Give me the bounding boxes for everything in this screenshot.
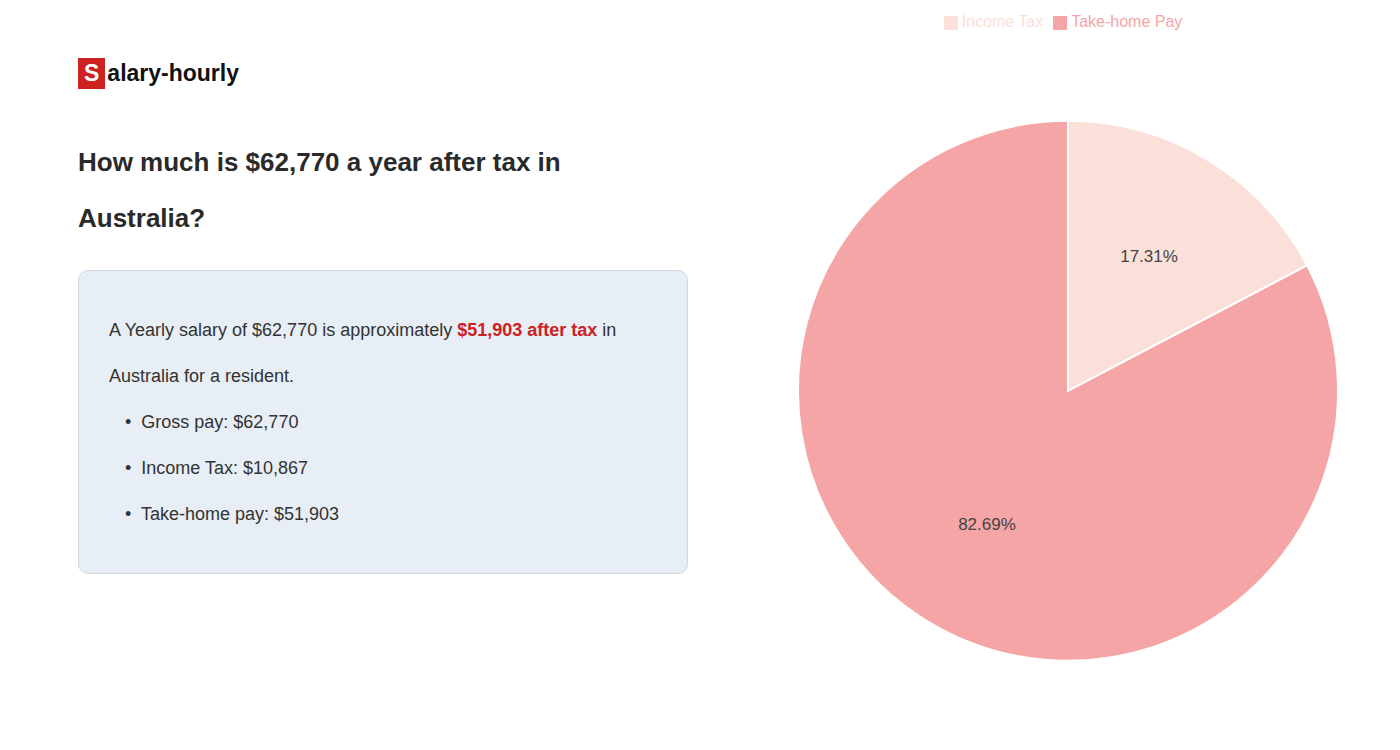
html-text:• Take-home pay: $51,903: • Take-home pay: $51,903 <box>125 504 340 524</box>
html-text:How much is $62,770 a year aft: How much is $62,770 a year after tax in <box>78 147 561 177</box>
svg-text:82.69%: 82.69% <box>958 515 1016 534</box>
html-text:S alary-hourly: S alary-hourly <box>84 60 239 86</box>
html-text:A Yearly salary of $62,770 is: A Yearly salary of $62,770 is approximat… <box>109 320 617 340</box>
html-text:• Gross pay: $62,770: • Gross pay: $62,770 <box>125 412 299 432</box>
html-text:Australia for a resident.: Australia for a resident. <box>109 366 295 386</box>
html-text:Australia?: Australia? <box>78 203 206 233</box>
html-text:• Income Tax: $10,867: • Income Tax: $10,867 <box>125 458 309 478</box>
html-text:Take-home Pay: Take-home Pay <box>1071 13 1183 30</box>
html-text:Income Tax: Income Tax <box>961 13 1044 30</box>
svg-text:17.31%: 17.31% <box>1120 247 1178 266</box>
